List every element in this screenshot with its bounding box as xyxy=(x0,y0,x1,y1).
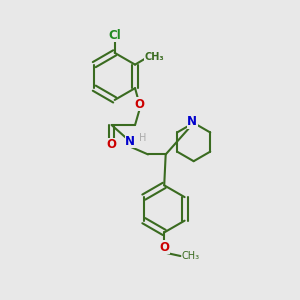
Text: O: O xyxy=(134,98,145,111)
Text: CH₃: CH₃ xyxy=(182,251,200,261)
Text: Cl: Cl xyxy=(108,29,121,42)
Text: O: O xyxy=(159,241,169,254)
Text: N: N xyxy=(187,115,197,128)
Text: N: N xyxy=(125,135,135,148)
Text: O: O xyxy=(106,138,116,151)
Text: H: H xyxy=(139,133,146,143)
Text: CH₃: CH₃ xyxy=(145,52,165,62)
